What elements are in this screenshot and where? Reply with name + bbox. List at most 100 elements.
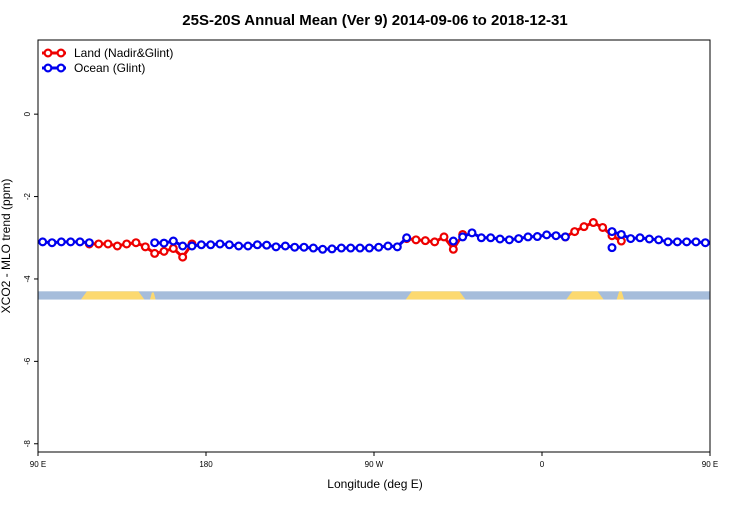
x-tick-label: 90 E: [30, 460, 46, 469]
land-region: [405, 291, 466, 300]
data-point: [476, 233, 486, 243]
data-point: [607, 227, 617, 237]
data-point: [196, 240, 206, 250]
x-tick-label: 90 E: [702, 460, 718, 469]
data-point: [178, 241, 188, 251]
data-point: [178, 252, 188, 262]
legend-marker: [43, 48, 53, 58]
x-tick-label: 90 W: [365, 460, 384, 469]
legend-marker: [43, 63, 53, 73]
data-point: [252, 240, 262, 250]
y-tick-label: -8: [23, 440, 32, 448]
data-point: [122, 239, 132, 249]
y-tick-label: -2: [23, 192, 32, 200]
data-point: [523, 232, 533, 242]
data-point: [644, 234, 654, 244]
data-point: [150, 238, 160, 248]
data-point: [402, 233, 412, 243]
y-tick-label: -6: [23, 357, 32, 365]
data-point: [430, 237, 440, 247]
chart-title: 25S-20S Annual Mean (Ver 9) 2014-09-06 t…: [182, 12, 567, 29]
data-point: [47, 238, 57, 248]
data-point: [290, 242, 300, 252]
data-point: [448, 244, 458, 254]
data-point: [355, 243, 365, 253]
data-point: [420, 236, 430, 246]
data-point: [495, 234, 505, 244]
y-tick-label: -4: [23, 275, 32, 283]
data-point: [654, 235, 664, 245]
data-point: [299, 242, 309, 252]
data-point: [168, 236, 178, 246]
data-point: [84, 238, 94, 248]
data-point: [711, 239, 718, 246]
series-ocean: [38, 227, 746, 254]
data-point: [346, 243, 356, 253]
x-tick-label: 180: [199, 460, 213, 469]
data-point: [458, 232, 468, 242]
data-point: [159, 246, 169, 256]
data-point: [187, 241, 197, 251]
data-point: [38, 237, 48, 247]
data-point: [140, 242, 150, 252]
legend: Land (Nadir&Glint)Ocean (Glint): [42, 46, 173, 75]
data-point: [439, 232, 449, 242]
data-point: [504, 235, 514, 245]
series-line: [154, 236, 408, 251]
data-point: [234, 241, 244, 251]
legend-label: Land (Nadir&Glint): [74, 46, 173, 60]
data-point: [588, 218, 598, 228]
land-region: [616, 291, 625, 300]
data-point: [672, 237, 682, 247]
data-point: [280, 241, 290, 251]
land-ocean-band: [38, 291, 710, 300]
data-point: [560, 232, 570, 242]
data-point: [448, 236, 458, 246]
data-point: [150, 248, 160, 258]
data-point: [159, 238, 169, 248]
data-point: [411, 235, 421, 245]
data-point: [616, 229, 626, 239]
data-point: [392, 242, 402, 252]
data-point: [467, 228, 477, 238]
land-region: [80, 291, 145, 300]
data-point: [131, 238, 141, 248]
legend-label: Ocean (Glint): [74, 61, 145, 75]
series-layer: [38, 218, 746, 262]
data-point: [598, 222, 608, 232]
data-point: [626, 234, 636, 244]
data-point: [514, 234, 524, 244]
data-point: [66, 237, 76, 247]
x-axis: 90 E 180 90 W 0 90 E: [30, 452, 718, 469]
data-point: [486, 233, 496, 243]
y-axis-title: XCO2 - MLO trend (ppm): [0, 179, 13, 314]
data-point: [262, 240, 272, 250]
data-point: [206, 240, 216, 250]
legend-marker: [56, 48, 66, 58]
y-tick-label: 0: [23, 111, 32, 116]
data-point: [383, 241, 393, 251]
data-point: [691, 237, 701, 247]
data-point: [327, 244, 337, 254]
data-point: [374, 242, 384, 252]
data-point: [551, 231, 561, 241]
data-point: [243, 241, 253, 251]
data-point: [635, 233, 645, 243]
data-point: [607, 243, 617, 253]
data-point: [103, 239, 113, 249]
data-point: [663, 237, 673, 247]
ocean-band: [38, 291, 710, 300]
data-point: [739, 239, 746, 246]
data-point: [542, 230, 552, 240]
data-point: [75, 237, 85, 247]
y-axis: 0 -2 -4 -6 -8: [23, 111, 38, 447]
data-point: [682, 237, 692, 247]
data-point: [215, 239, 225, 249]
data-point: [700, 238, 710, 248]
data-point: [112, 241, 122, 251]
data-point: [224, 240, 234, 250]
x-tick-label: 0: [540, 460, 545, 469]
data-point: [94, 239, 104, 249]
legend-marker: [56, 63, 66, 73]
